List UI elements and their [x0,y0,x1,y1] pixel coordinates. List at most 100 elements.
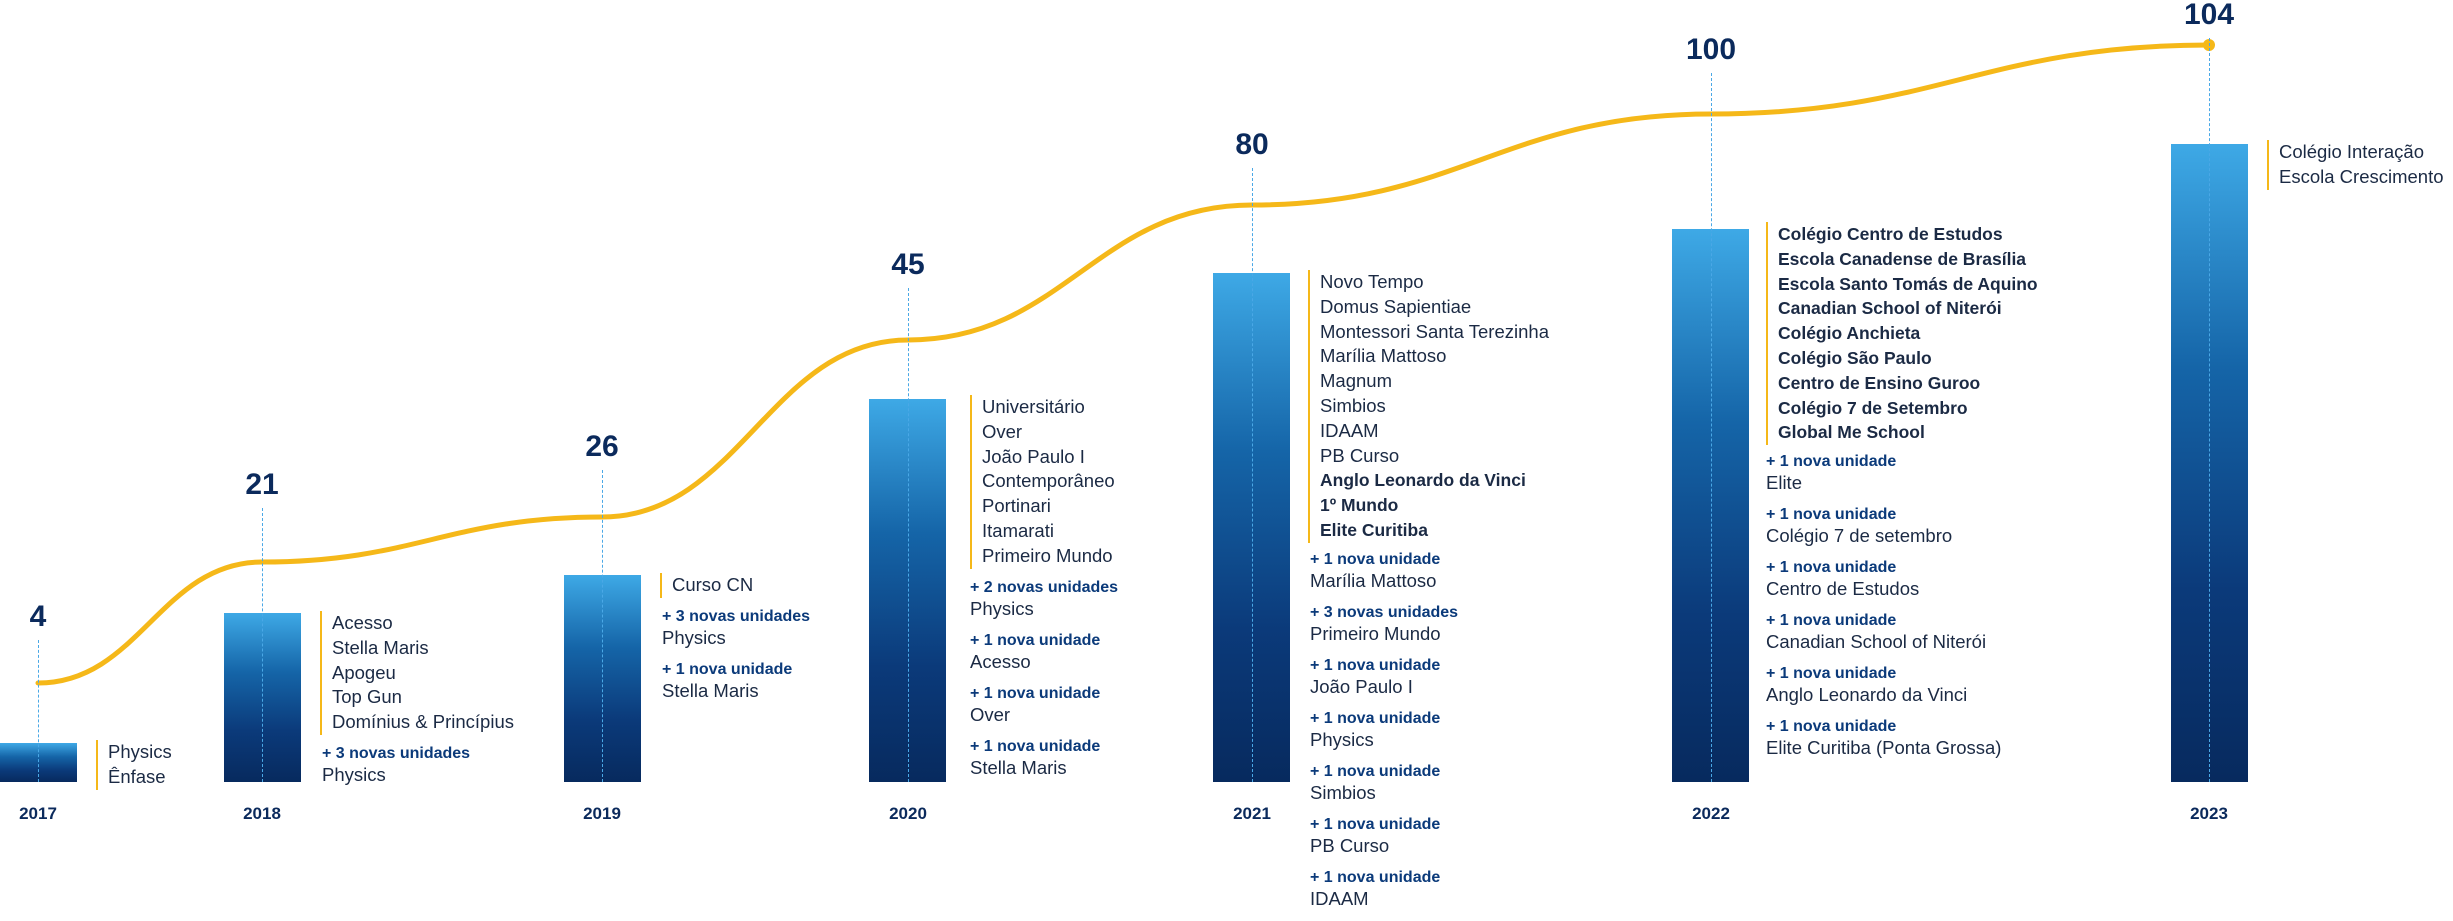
school-name: Simbios [1320,394,1386,416]
addition-name: Stella Maris [970,757,1067,778]
addition-item: + 1 nova unidade Centro de Estudos [1766,558,2001,600]
addition-name: Simbios [1310,782,1376,803]
addition-name: Colégio 7 de setembro [1766,525,1953,546]
addition-name: Acesso [970,651,1031,672]
addition-name: Physics [970,598,1034,619]
addition-item: + 1 nova unidade Elite [1766,452,2001,494]
school-name: Primeiro Mundo [982,544,1113,566]
school-name: João Paulo I [982,445,1085,467]
school-name: Itamarati [982,519,1054,541]
additions-2021: + 1 nova unidade Marília Mattoso + 3 novas… [1310,550,1458,921]
addition-name: Physics [1310,729,1374,750]
school-name: Colégio Anchieta [1778,323,1921,344]
school-list-2021: Novo Tempo Domus Sapientiae Montessori San… [1308,270,1549,543]
addition-name: Stella Maris [662,680,759,701]
addition-item: + 1 nova unidade Anglo Leonardo da Vinci [1766,664,2001,706]
year-label: 2023 [2190,804,2228,823]
addition-tag: + 1 nova unidade [1310,763,1441,780]
bar-2020 [869,399,946,782]
year-label: 2019 [583,804,621,823]
addition-tag: + 1 nova unidade [970,632,1101,649]
school-name: Montessori Santa Terezinha [1320,320,1549,342]
addition-item: + 1 nova unidade PB Curso [1310,815,1458,857]
school-name: Canadian School of Niterói [1778,298,2002,319]
addition-item: + 1 nova unidade Colégio 7 de setembro [1766,505,2001,547]
school-name: Anglo Leonardo da Vinci [1320,470,1526,491]
addition-tag: + 1 nova unidade [1310,710,1441,727]
additions-2018: + 3 novas unidades Physics [322,744,470,797]
addition-item: + 1 nova unidade Elite Curitiba (Ponta Gr… [1766,717,2001,759]
year-label: 2021 [1233,804,1271,823]
additions-2022: + 1 nova unidade Elite + 1 nova unidade Col… [1766,452,2001,770]
addition-tag: + 1 nova unidade [1310,657,1441,674]
addition-item: + 3 novas unidades Physics [322,744,470,786]
guide-line [908,288,909,782]
school-list-2017: Physics Ênfase [96,740,172,790]
addition-name: Physics [322,764,386,785]
addition-tag: + 3 novas unidades [1310,604,1459,621]
trend-line [35,42,2212,686]
total-label: 4 [29,600,47,633]
school-list-2019: Curso CN [660,573,753,598]
addition-name: Elite Curitiba (Ponta Grossa) [1766,737,2002,758]
guide-line [2209,38,2210,782]
addition-tag: + 2 novas unidades [970,579,1119,596]
addition-tag: + 1 nova unidade [1766,506,1897,523]
guide-line [1711,73,1712,782]
school-name: Escola Santo Tomás de Aquino [1778,273,2038,294]
total-label: 80 [1235,128,1269,161]
addition-tag: + 1 nova unidade [970,685,1101,702]
addition-tag: + 1 nova unidade [1766,559,1897,576]
addition-name: Canadian School of Niterói [1766,631,1987,652]
school-name: Colégio São Paulo [1778,347,1932,368]
school-name: 1º Mundo [1320,495,1399,516]
addition-tag: + 1 nova unidade [1766,612,1897,629]
addition-item: + 3 novas unidades Primeiro Mundo [1310,603,1458,645]
total-label: 45 [891,248,925,281]
addition-name: Elite [1766,472,1802,493]
addition-name: João Paulo I [1310,676,1413,697]
total-label: 100 [1685,33,1737,66]
school-name: Novo Tempo [1320,271,1424,292]
addition-tag: + 1 nova unidade [1766,665,1897,682]
school-name: Apogeu [332,661,396,683]
school-list-2020: Universitário Over João Paulo I Contemporân… [970,395,1115,569]
school-name: Physics [108,741,172,762]
school-name: Domínius & Princípius [332,711,514,733]
school-name: Domus Sapientiae [1320,295,1472,317]
addition-name: Anglo Leonardo da Vinci [1766,684,1968,705]
addition-item: + 1 nova unidade João Paulo I [1310,656,1458,698]
year-label: 2022 [1692,804,1730,823]
addition-tag: + 3 novas unidades [322,745,471,762]
guide-line [38,640,39,782]
school-name: Ênfase [108,765,166,787]
addition-item: + 1 nova unidade Stella Maris [662,660,810,702]
year-label: 2017 [19,804,57,823]
school-list-2023: Colégio Interação Escola Crescimento [2267,140,2444,190]
addition-tag: + 1 nova unidade [1310,551,1441,568]
school-name: Centro de Ensino Guroo [1778,372,1981,393]
addition-tag: + 1 nova unidade [662,661,793,678]
addition-item: + 1 nova unidade Over [970,684,1118,726]
guide-line [1252,168,1253,782]
addition-tag: + 3 novas unidades [662,608,811,625]
school-name: Escola Canadense de Brasília [1778,248,2027,269]
addition-item: + 1 nova unidade IDAAM [1310,868,1458,910]
school-name: Universitário [982,396,1085,417]
school-name: Magnum [1320,370,1392,392]
addition-tag: + 1 nova unidade [1310,869,1441,886]
school-name: Curso CN [672,574,754,595]
addition-tag: + 1 nova unidade [970,738,1101,755]
additions-2019: + 3 novas unidades Physics + 1 nova unidad… [662,607,810,713]
guide-line [262,508,263,782]
addition-tag: + 1 nova unidade [1766,453,1897,470]
school-name: Colégio Centro de Estudos [1778,224,2003,244]
school-name: Stella Maris [332,636,429,658]
addition-tag: + 1 nova unidade [1766,718,1897,735]
school-name: Colégio Interação [2279,141,2425,162]
addition-item: + 1 nova unidade Simbios [1310,762,1458,804]
year-label: 2018 [243,804,281,823]
total-label: 104 [2183,0,2235,31]
school-name: PB Curso [1320,444,1400,466]
school-list-2018: Acesso Stella Maris Apogeu Top Gun Domínius … [320,611,514,735]
